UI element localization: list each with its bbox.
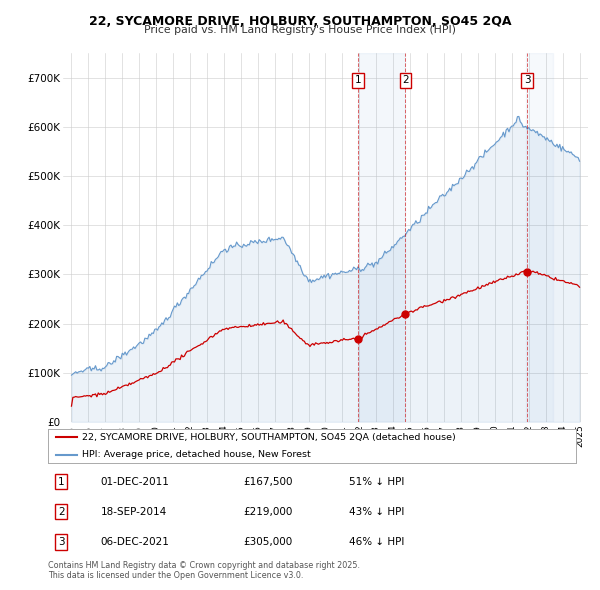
Text: Price paid vs. HM Land Registry's House Price Index (HPI): Price paid vs. HM Land Registry's House … — [144, 25, 456, 35]
Text: 1: 1 — [355, 75, 361, 85]
Text: 1: 1 — [58, 477, 65, 487]
Text: 51% ↓ HPI: 51% ↓ HPI — [349, 477, 404, 487]
Text: 3: 3 — [524, 75, 530, 85]
Text: HPI: Average price, detached house, New Forest: HPI: Average price, detached house, New … — [82, 450, 311, 459]
Text: 22, SYCAMORE DRIVE, HOLBURY, SOUTHAMPTON, SO45 2QA (detached house): 22, SYCAMORE DRIVE, HOLBURY, SOUTHAMPTON… — [82, 433, 456, 442]
Text: £219,000: £219,000 — [244, 507, 293, 517]
Text: 2: 2 — [402, 75, 409, 85]
Text: 06-DEC-2021: 06-DEC-2021 — [101, 537, 170, 547]
Text: 18-SEP-2014: 18-SEP-2014 — [101, 507, 167, 517]
Text: Contains HM Land Registry data © Crown copyright and database right 2025.
This d: Contains HM Land Registry data © Crown c… — [48, 560, 360, 580]
Text: 43% ↓ HPI: 43% ↓ HPI — [349, 507, 404, 517]
Bar — [358, 53, 406, 422]
Text: £167,500: £167,500 — [244, 477, 293, 487]
Text: £305,000: £305,000 — [244, 537, 293, 547]
Bar — [526, 53, 553, 422]
Text: 46% ↓ HPI: 46% ↓ HPI — [349, 537, 404, 547]
Text: 2: 2 — [58, 507, 65, 517]
Text: 01-DEC-2011: 01-DEC-2011 — [101, 477, 170, 487]
Text: 22, SYCAMORE DRIVE, HOLBURY, SOUTHAMPTON, SO45 2QA: 22, SYCAMORE DRIVE, HOLBURY, SOUTHAMPTON… — [89, 15, 511, 28]
Text: 3: 3 — [58, 537, 65, 547]
